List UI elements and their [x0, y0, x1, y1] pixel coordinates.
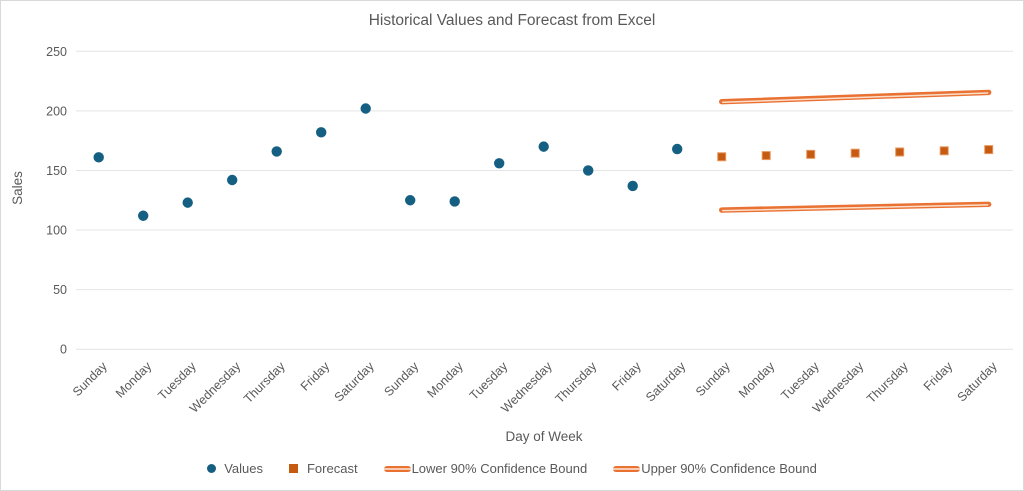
y-axis-title: Sales [10, 171, 25, 205]
forecast-point[interactable] [939, 146, 949, 156]
x-tick-label: Friday [298, 359, 333, 394]
x-tick-label: Sunday [693, 359, 733, 399]
line-marker-icon [383, 465, 411, 472]
y-tick-label: 250 [46, 45, 67, 59]
values-point[interactable] [627, 180, 638, 192]
values-point[interactable] [316, 127, 327, 138]
x-tick-label: Sunday [70, 359, 110, 399]
x-axis-title: Day of Week [505, 429, 582, 444]
upper-bound-line-highlight [721, 92, 989, 104]
legend-label: Forecast [306, 461, 358, 476]
legend-item-upper-90-confidence-bound[interactable]: Upper 90% Confidence Bound [613, 461, 817, 476]
legend-item-forecast[interactable]: Forecast [288, 461, 358, 476]
x-tick-label: Monday [736, 359, 778, 401]
line-marker-icon [613, 465, 641, 472]
values-point[interactable] [538, 141, 549, 152]
legend-item-lower-90-confidence-bound[interactable]: Lower 90% Confidence Bound [383, 461, 588, 476]
values-point[interactable] [271, 146, 282, 157]
x-tick-label: Saturday [643, 359, 689, 405]
x-tick-label: Sunday [381, 359, 421, 399]
x-tick-label: Friday [609, 359, 644, 394]
x-tick-label: Thursday [864, 359, 911, 406]
legend-label: Values [224, 461, 263, 476]
forecast-point[interactable] [806, 149, 816, 159]
legend: Values Forecast Lower 90% Confidence Bound… [1, 461, 1023, 476]
forecast-point[interactable] [761, 151, 771, 161]
chart-title: Historical Values and Forecast from Exce… [368, 12, 656, 29]
x-tick-label: Tuesday [467, 359, 511, 403]
forecast-point[interactable] [895, 147, 905, 157]
values-point[interactable] [182, 197, 193, 208]
values-point[interactable] [494, 158, 505, 169]
values-point[interactable] [138, 210, 149, 221]
values-point[interactable] [405, 195, 416, 206]
x-tick-label: Saturday [955, 359, 1001, 405]
circle-marker-icon [207, 464, 217, 473]
values-point[interactable] [227, 174, 238, 186]
legend-item-values[interactable]: Values [207, 461, 263, 476]
x-tick-label: Tuesday [778, 359, 822, 403]
forecast-point[interactable] [717, 152, 727, 162]
forecast-point[interactable] [850, 148, 860, 158]
x-tick-label: Thursday [241, 359, 288, 406]
values-point[interactable] [583, 165, 594, 176]
legend-label: Upper 90% Confidence Bound [641, 461, 817, 476]
y-tick-label: 200 [46, 104, 67, 118]
values-point[interactable] [360, 103, 371, 114]
y-tick-label: 0 [60, 343, 67, 357]
x-tick-label: Saturday [332, 359, 378, 405]
y-tick-label: 150 [46, 164, 67, 178]
x-tick-label: Thursday [553, 359, 600, 406]
values-point[interactable] [93, 152, 104, 163]
forecast-point[interactable] [984, 145, 994, 155]
lower-bound-line-highlight [721, 204, 989, 212]
values-point[interactable] [449, 196, 460, 207]
x-tick-label: Monday [113, 359, 155, 401]
square-marker-icon [288, 464, 298, 473]
y-tick-label: 100 [46, 224, 67, 238]
legend-label: Lower 90% Confidence Bound [411, 461, 588, 476]
x-tick-label: Monday [424, 359, 466, 401]
x-tick-label: Tuesday [155, 359, 199, 403]
y-tick-label: 50 [53, 283, 67, 297]
x-tick-label: Friday [921, 359, 956, 394]
values-point[interactable] [672, 143, 683, 155]
